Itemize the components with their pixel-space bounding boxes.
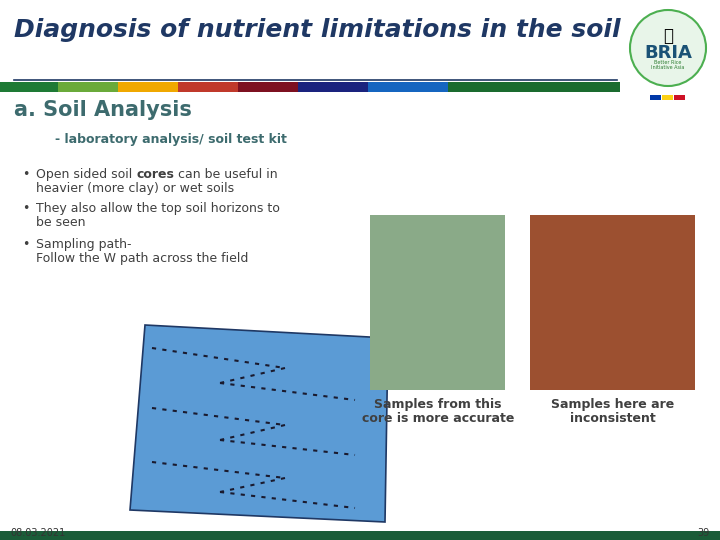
- Text: core is more accurate: core is more accurate: [362, 412, 514, 425]
- Text: Samples from this: Samples from this: [374, 398, 502, 411]
- FancyBboxPatch shape: [370, 215, 505, 390]
- Polygon shape: [130, 325, 388, 522]
- FancyBboxPatch shape: [238, 82, 298, 92]
- FancyBboxPatch shape: [0, 82, 58, 92]
- Circle shape: [630, 10, 706, 86]
- Text: Diagnosis of nutrient limitations in the soil: Diagnosis of nutrient limitations in the…: [14, 18, 621, 42]
- Text: cores: cores: [136, 168, 174, 181]
- FancyBboxPatch shape: [662, 95, 673, 100]
- Text: Sampling path-: Sampling path-: [36, 238, 132, 251]
- Text: inconsistent: inconsistent: [570, 412, 656, 425]
- Text: •: •: [22, 238, 30, 251]
- Text: Open sided soil: Open sided soil: [36, 168, 136, 181]
- Text: They also allow the top soil horizons to: They also allow the top soil horizons to: [36, 202, 280, 215]
- FancyBboxPatch shape: [178, 82, 238, 92]
- Text: Better Rice
Initiative Asia: Better Rice Initiative Asia: [652, 59, 685, 70]
- Text: 39: 39: [698, 528, 710, 538]
- Text: be seen: be seen: [36, 216, 86, 229]
- Text: a. Soil Analysis: a. Soil Analysis: [14, 100, 192, 120]
- Text: 08.03.2021: 08.03.2021: [10, 528, 66, 538]
- Text: •: •: [22, 202, 30, 215]
- Text: Follow the W path across the field: Follow the W path across the field: [36, 252, 248, 265]
- Text: 🌿: 🌿: [663, 27, 673, 45]
- Text: BRIA: BRIA: [644, 44, 692, 62]
- Text: heavier (more clay) or wet soils: heavier (more clay) or wet soils: [36, 182, 234, 195]
- Text: - laboratory analysis/ soil test kit: - laboratory analysis/ soil test kit: [55, 133, 287, 146]
- Text: Samples here are: Samples here are: [552, 398, 675, 411]
- FancyBboxPatch shape: [650, 95, 661, 100]
- Text: can be useful in: can be useful in: [174, 168, 278, 181]
- FancyBboxPatch shape: [674, 95, 685, 100]
- FancyBboxPatch shape: [118, 82, 178, 92]
- FancyBboxPatch shape: [58, 82, 118, 92]
- FancyBboxPatch shape: [448, 82, 620, 92]
- FancyBboxPatch shape: [298, 82, 368, 92]
- Text: •: •: [22, 168, 30, 181]
- FancyBboxPatch shape: [368, 82, 448, 92]
- FancyBboxPatch shape: [530, 215, 695, 390]
- FancyBboxPatch shape: [0, 531, 720, 540]
